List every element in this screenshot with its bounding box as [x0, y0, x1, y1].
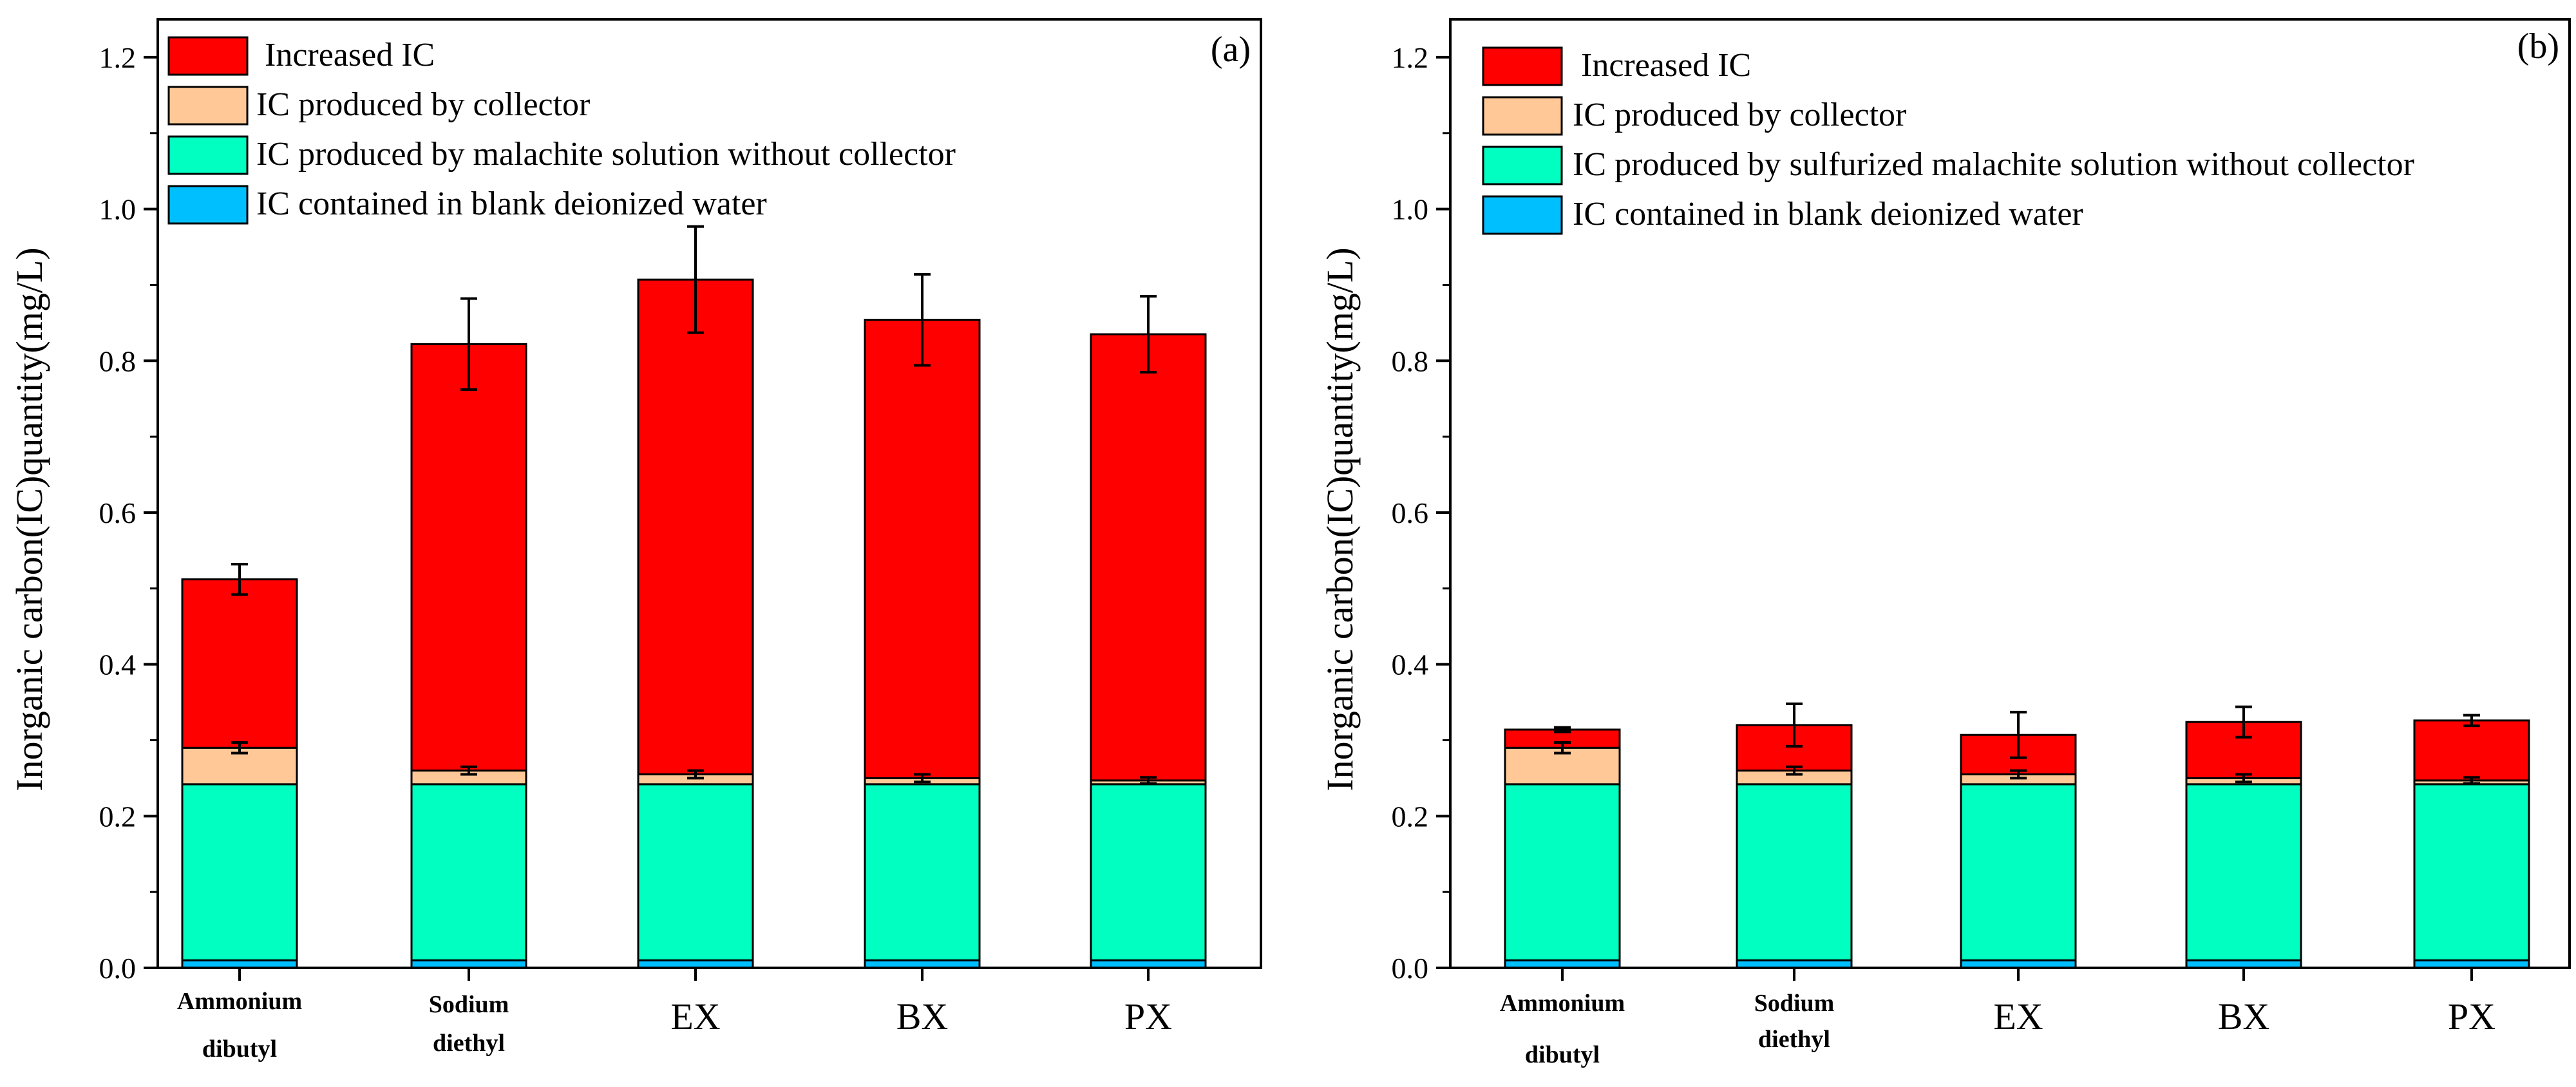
chart-panel-b: 0.0 0.2 0.4 0.6 0.8 1.0 1.2 Ammonium dibutyl Sodi… — [1319, 18, 2571, 1068]
plot-frame — [156, 18, 1262, 969]
y-tick-label: 0.0 — [1392, 952, 1429, 985]
bar-segment — [1960, 783, 2077, 961]
legend-label: IC produced by collector — [256, 86, 590, 123]
y-tick-label: 0.2 — [1392, 800, 1429, 833]
legend-label: IC contained in blank deionized water — [256, 185, 767, 222]
y-axis-title: Inorganic carbon(IC)quantity(mg/L) — [8, 247, 50, 791]
y-tick-label: 1.2 — [99, 41, 137, 74]
x-category-label: diethyl — [1758, 1026, 1830, 1053]
legend-label: IC produced by malachite solution withou… — [256, 136, 956, 173]
bar-segment — [410, 783, 527, 961]
legend-swatch — [1482, 146, 1563, 185]
y-tick-label: 1.2 — [1392, 41, 1429, 74]
bar-segment — [181, 578, 298, 749]
legend-swatch — [1482, 46, 1563, 86]
y-tick-label: 0.2 — [99, 800, 137, 833]
bar-segment — [1090, 783, 1207, 961]
x-category-label: dibutyl — [1525, 1041, 1600, 1068]
x-category-label: Ammonium — [177, 988, 302, 1015]
legend-label: Increased IC — [1573, 47, 1751, 84]
bar-segment — [410, 343, 527, 772]
y-tick-label: 0.6 — [1392, 496, 1429, 529]
bar-segment — [864, 319, 981, 779]
plot-frame — [1449, 18, 2571, 969]
bar-segment — [1504, 783, 1621, 961]
x-category-label: BX — [2218, 996, 2270, 1037]
legend-swatch — [167, 86, 249, 126]
chart-panel-a: 0.0 0.2 0.4 0.6 0.8 1.0 1.2 Ammonium dibutyl Sodi… — [8, 18, 1262, 1063]
x-category-label: diethyl — [433, 1030, 505, 1057]
legend-label: IC contained in blank deionized water — [1573, 196, 2083, 232]
x-category-label: EX — [670, 996, 720, 1037]
x-category-label: PX — [1124, 996, 1172, 1037]
y-axis-title: Inorganic carbon(IC)quantity(mg/L) — [1319, 247, 1361, 791]
x-category-label: Ammonium — [1500, 990, 1625, 1017]
legend-label: Increased IC — [256, 37, 435, 73]
bar-segment — [637, 278, 754, 776]
x-category-label: Sodium — [1754, 990, 1835, 1017]
x-category-label: EX — [1993, 996, 2043, 1037]
legend-label: IC produced by collector — [1573, 97, 1906, 133]
x-category-label: BX — [896, 996, 949, 1037]
x-category-label: dibutyl — [202, 1035, 277, 1063]
bar-segment — [1090, 333, 1207, 782]
legend-swatch — [1482, 195, 1563, 235]
legend-swatch — [167, 185, 249, 225]
y-tick-label: 1.0 — [1392, 193, 1429, 226]
y-tick-label: 0.0 — [99, 952, 137, 985]
x-category-label: PX — [2448, 996, 2496, 1037]
bar-segment — [1736, 783, 1853, 961]
x-category-label: Sodium — [429, 991, 509, 1018]
y-tick-label: 1.0 — [99, 193, 137, 226]
legend-swatch — [1482, 96, 1563, 136]
bar-segment — [2413, 783, 2530, 961]
panel-label: (b) — [2517, 26, 2559, 66]
bar-segment — [181, 783, 298, 961]
y-tick-label: 0.4 — [99, 648, 137, 681]
panel-label: (a) — [1211, 30, 1251, 70]
legend-swatch — [167, 36, 249, 76]
bar-segment — [637, 783, 754, 961]
y-tick-label: 0.4 — [1392, 648, 1429, 681]
legend-label: IC produced by sulfurized malachite solu… — [1573, 146, 2414, 183]
bar-segment — [2413, 719, 2530, 782]
y-tick-label: 0.6 — [99, 496, 137, 529]
y-tick-label: 0.8 — [1392, 345, 1429, 377]
bar-segment — [2185, 783, 2302, 961]
bar-segment — [864, 783, 981, 961]
y-tick-label: 0.8 — [99, 345, 137, 377]
legend-swatch — [167, 135, 249, 175]
